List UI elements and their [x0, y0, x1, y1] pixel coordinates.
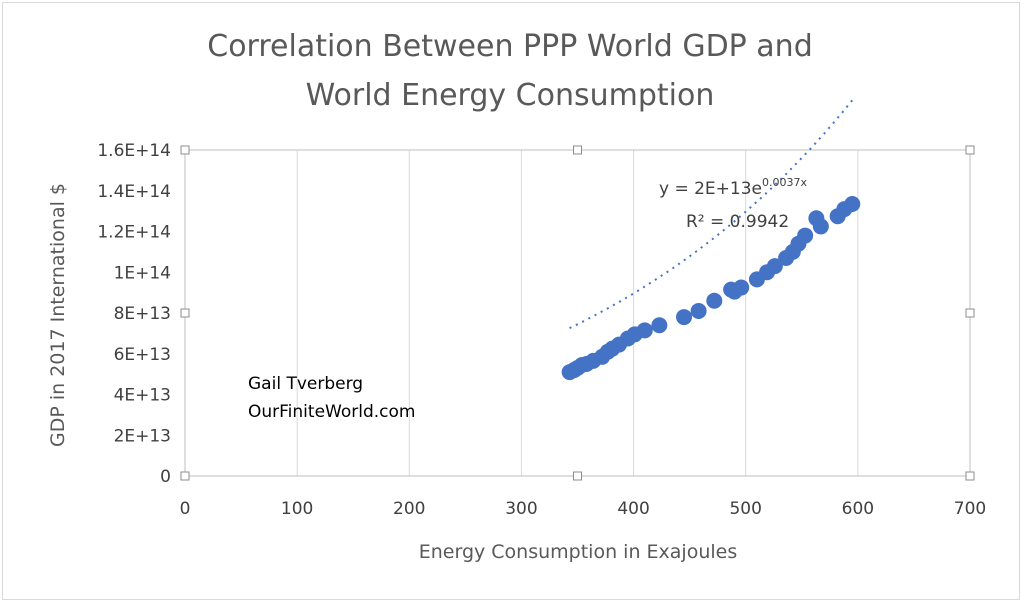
chart-title-line-2: World Energy Consumption	[306, 78, 715, 113]
x-tick-label: 100	[281, 499, 313, 519]
trendline	[569, 99, 854, 330]
data-point	[844, 195, 861, 212]
y-axis-ticks: 0 2E+13 4E+13 6E+13 8E+13 1E+14 1.2E+14 1.4E+14…	[97, 141, 171, 487]
data-point	[690, 302, 707, 319]
x-tick-label: 0	[180, 499, 191, 519]
resize-handle[interactable]	[965, 471, 975, 481]
x-tick-label: 700	[954, 499, 986, 519]
y-axis-title: GDP in 2017 International $	[47, 183, 69, 447]
selection-handles[interactable]	[180, 145, 975, 481]
resize-handle[interactable]	[965, 145, 975, 155]
data-point	[797, 227, 814, 244]
data-point	[733, 279, 750, 296]
x-tick-label: 500	[729, 499, 761, 519]
x-axis-ticks: 0 100 200 300 400 500 600 700	[180, 499, 987, 519]
resize-handle[interactable]	[180, 471, 190, 481]
resize-handle[interactable]	[180, 145, 190, 155]
data-point	[636, 322, 653, 339]
x-tick-label: 300	[505, 499, 537, 519]
chart-title-line-1: Correlation Between PPP World GDP and	[207, 29, 813, 64]
website-annotation: OurFiniteWorld.com	[248, 402, 415, 422]
data-point	[676, 309, 693, 326]
resize-handle[interactable]	[965, 308, 975, 318]
y-tick-label: 1E+14	[114, 263, 171, 283]
resize-handle[interactable]	[573, 471, 582, 481]
x-tick-label: 600	[842, 499, 874, 519]
y-tick-label: 2E+13	[114, 426, 171, 446]
data-point	[812, 218, 829, 235]
y-tick-label: 6E+13	[114, 345, 171, 365]
author-annotation: Gail Tverberg	[248, 374, 363, 394]
resize-handle[interactable]	[573, 145, 582, 155]
y-tick-label: 1.2E+14	[97, 223, 171, 243]
x-tick-label: 200	[393, 499, 425, 519]
data-point	[651, 317, 668, 334]
x-tick-label: 400	[617, 499, 649, 519]
trendline-equation-base: y = 2E+13e	[659, 179, 762, 199]
data-points	[561, 195, 861, 381]
y-tick-label: 1.6E+14	[97, 141, 171, 161]
resize-handle[interactable]	[180, 308, 190, 318]
y-tick-label: 1.4E+14	[97, 182, 171, 202]
chart-title: Correlation Between PPP World GDP and Wo…	[207, 29, 813, 113]
data-point	[766, 258, 783, 275]
x-axis-title: Energy Consumption in Exajoules	[419, 541, 738, 563]
trendline-equation: y = 2E+13e0.0037x	[659, 176, 808, 199]
y-tick-label: 4E+13	[114, 386, 171, 406]
trendline-r-squared: R² = 0.9942	[686, 212, 789, 232]
y-tick-label: 8E+13	[114, 304, 171, 324]
trendline-equation-exponent: 0.0037x	[762, 176, 807, 189]
y-tick-label: 0	[160, 467, 171, 487]
data-point	[706, 292, 723, 309]
